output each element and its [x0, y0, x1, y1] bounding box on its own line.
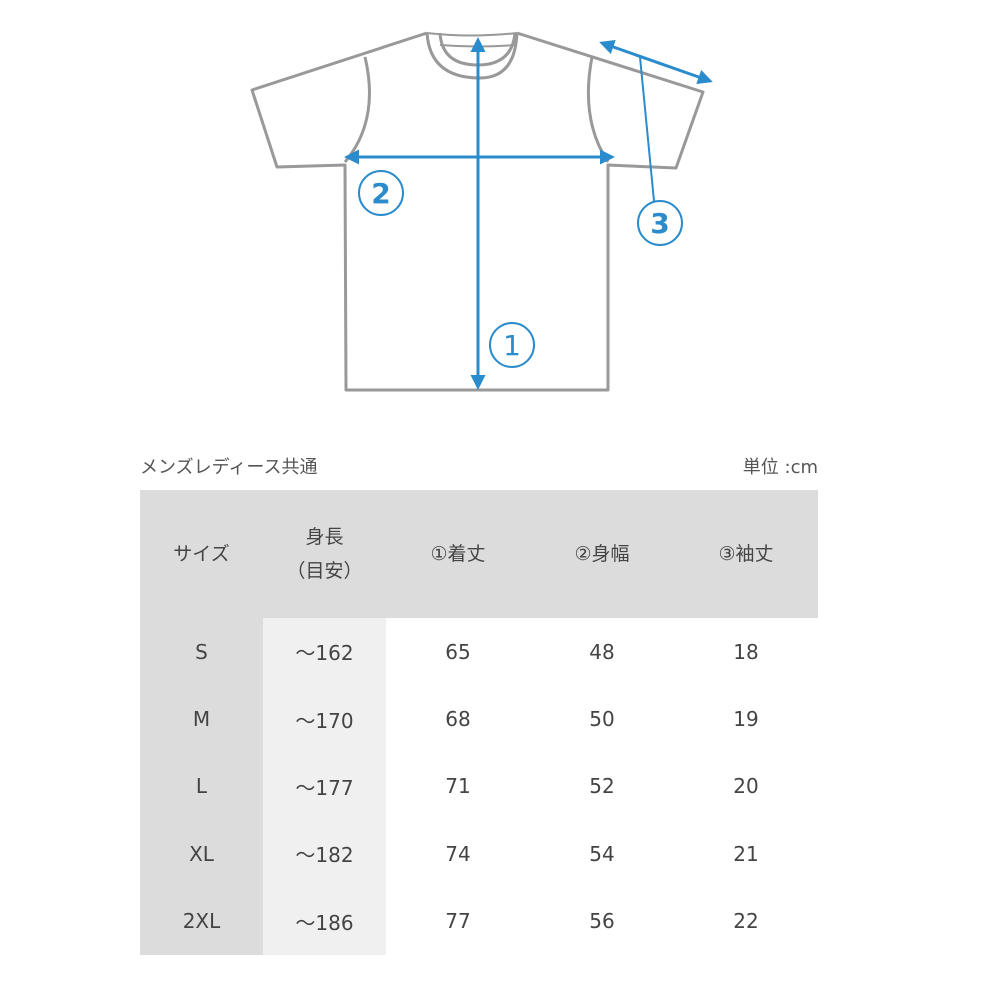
table-cell: 71	[386, 752, 530, 821]
table-cell: ～162	[263, 618, 386, 686]
label-2: 2	[358, 170, 404, 216]
header-height: 身長 （目安）	[263, 490, 386, 618]
table-cell: 2XL	[140, 887, 263, 955]
tshirt-outline	[250, 31, 705, 392]
table-row: M ～170 68 50 19	[140, 685, 818, 753]
table-cell: 50	[530, 685, 674, 753]
table-cell: 77	[386, 887, 530, 955]
table-cell: M	[140, 685, 263, 753]
table-cell: 74	[386, 820, 530, 888]
svg-text:2: 2	[371, 177, 390, 210]
table-row: XL ～182 74 54 21	[140, 820, 818, 888]
measurement-lines	[344, 37, 713, 390]
sleeve-leader-line	[639, 56, 655, 202]
table-cell: ～177	[263, 752, 386, 821]
svg-text:1: 1	[503, 329, 521, 362]
table-cell: 21	[674, 820, 818, 888]
header-width: ②身幅	[530, 490, 674, 618]
table-cell: L	[140, 752, 263, 821]
table-cell: 22	[674, 887, 818, 955]
table-row: S ～162 65 48 18	[140, 618, 818, 686]
table-cell: XL	[140, 820, 263, 888]
table-cell: ～170	[263, 685, 386, 753]
label-3: 3	[637, 200, 683, 246]
table-cell: 65	[386, 618, 530, 686]
table-cell: 19	[674, 685, 818, 753]
table-header-row: サイズ 身長 （目安） ①着丈 ②身幅 ③袖丈	[140, 490, 818, 618]
table-row: 2XL ～186 77 56 22	[140, 887, 818, 955]
unit-caption: 単位 :cm	[742, 457, 818, 478]
table-cell: ～182	[263, 820, 386, 888]
table-row: L ～177 71 52 20	[140, 752, 818, 821]
header-size: サイズ	[140, 490, 263, 618]
label-1: 1	[489, 322, 535, 368]
svg-text:3: 3	[650, 207, 669, 240]
table-cell: 68	[386, 685, 530, 753]
table-cell: 20	[674, 752, 818, 821]
header-length: ①着丈	[386, 490, 530, 618]
table-cell: ～186	[263, 887, 386, 955]
table-cell: S	[140, 618, 263, 686]
size-table: サイズ 身長 （目安） ①着丈 ②身幅 ③袖丈 S ～162 65 48 18 M ～170 6…	[140, 490, 818, 955]
table-cell: 54	[530, 820, 674, 888]
table-cell: 18	[674, 618, 818, 686]
tshirt-measurement-diagram: 1 2 3	[250, 31, 713, 392]
unisex-caption: メンズレディース共通	[140, 457, 318, 478]
table-cell: 48	[530, 618, 674, 686]
sleeve-arrow	[599, 39, 713, 85]
table-cell: 52	[530, 752, 674, 821]
table-cell: 56	[530, 887, 674, 955]
header-sleeve: ③袖丈	[674, 490, 818, 618]
